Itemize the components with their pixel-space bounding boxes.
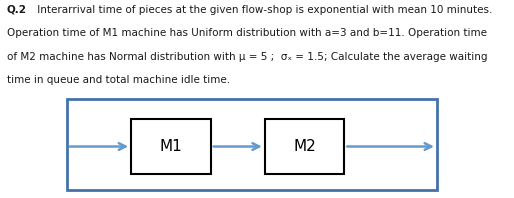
Text: Interarrival time of pieces at the given flow-shop is exponential with mean 10 m: Interarrival time of pieces at the given…	[34, 5, 492, 15]
Text: M2: M2	[293, 139, 316, 154]
Text: time in queue and total machine idle time.: time in queue and total machine idle tim…	[7, 75, 230, 85]
Text: of M2 machine has Normal distribution with μ = 5 ;  σₓ = 1.5; Calculate the aver: of M2 machine has Normal distribution wi…	[7, 52, 487, 62]
Text: Operation time of M1 machine has Uniform distribution with a=3 and b=11. Operati: Operation time of M1 machine has Uniform…	[7, 28, 487, 38]
Text: Q.2: Q.2	[7, 5, 27, 15]
Bar	[265, 119, 344, 174]
Text: M1: M1	[159, 139, 182, 154]
Bar	[131, 119, 211, 174]
Bar	[67, 99, 437, 190]
